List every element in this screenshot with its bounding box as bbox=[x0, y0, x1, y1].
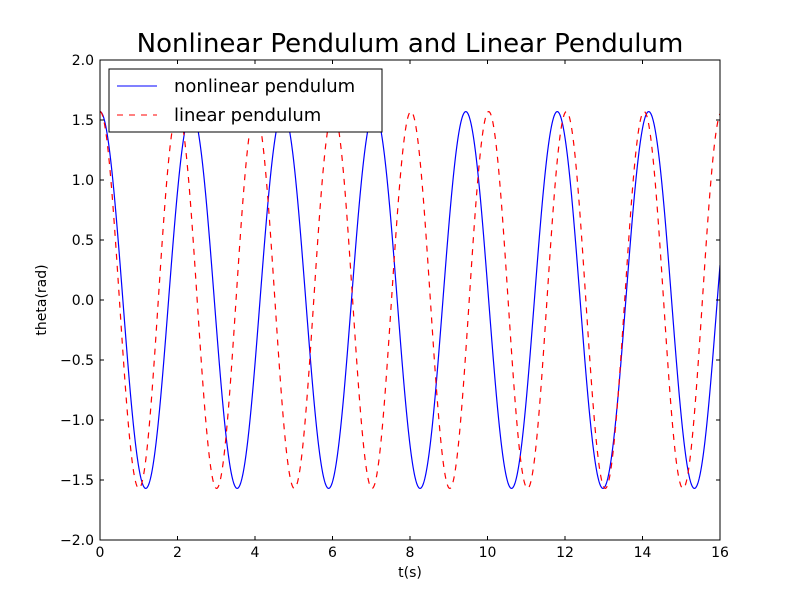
plot-area bbox=[100, 60, 720, 540]
legend-label-linear: linear pendulum bbox=[174, 105, 321, 126]
y-tick-label: 1.0 bbox=[72, 173, 94, 189]
tick-layer: 0 2 4 6 8 10 12 14 16 −2.0 −1.5 −1.0 −0.5 0.0 0.5 1.0 1.… bbox=[60, 53, 729, 561]
y-tick-label: −2.0 bbox=[60, 533, 94, 549]
series-layer bbox=[100, 110, 720, 490]
y-tick-label: 0.0 bbox=[72, 293, 94, 309]
x-tick-label: 16 bbox=[711, 545, 729, 561]
x-tick-label: 10 bbox=[479, 545, 497, 561]
y-tick-label: 0.5 bbox=[72, 233, 94, 249]
x-tick-label: 4 bbox=[251, 545, 260, 561]
legend-box bbox=[108, 68, 383, 133]
x-tick-label: 2 bbox=[173, 545, 182, 561]
x-tick-label: 0 bbox=[96, 545, 105, 561]
chart-title: Nonlinear Pendulum and Linear Pendulum bbox=[137, 29, 684, 59]
y-tick-label: −1.0 bbox=[60, 413, 94, 429]
y-tick-label: 2.0 bbox=[72, 53, 94, 69]
legend-label-nonlinear: nonlinear pendulum bbox=[174, 76, 355, 97]
x-axis-label: t(s) bbox=[398, 565, 422, 581]
legend: nonlinear pendulum linear pendulum bbox=[108, 68, 383, 133]
series-line-nonlinear bbox=[100, 110, 720, 490]
y-tick-label: −1.5 bbox=[60, 473, 94, 489]
y-tick-label: 1.5 bbox=[72, 113, 94, 129]
x-tick-label: 12 bbox=[556, 545, 574, 561]
y-tick-label: −0.5 bbox=[60, 353, 94, 369]
x-tick-label: 6 bbox=[328, 545, 337, 561]
x-tick-label: 14 bbox=[634, 545, 652, 561]
y-axis-label: theta(rad) bbox=[34, 264, 50, 335]
x-tick-label: 8 bbox=[406, 545, 415, 561]
